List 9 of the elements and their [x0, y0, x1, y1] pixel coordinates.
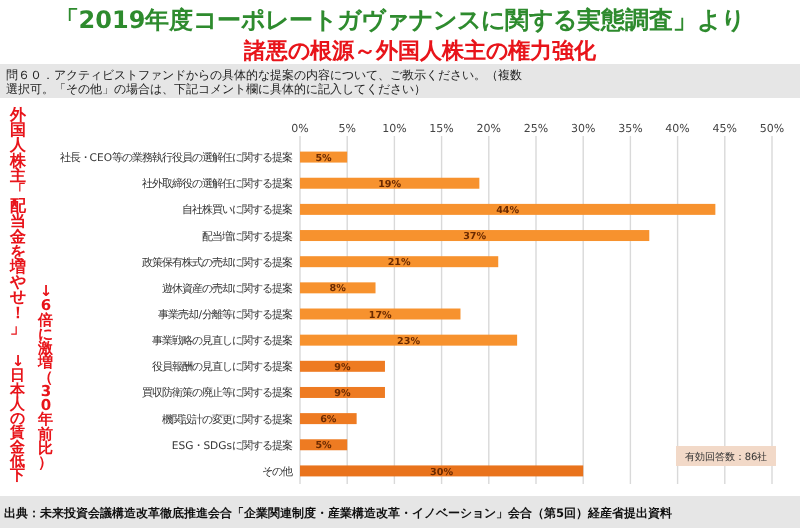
- bar: [300, 177, 480, 189]
- chart-title: 「2019年度コーポレートガヴァナンスに関する実態調査」より: [54, 6, 746, 34]
- bar: [300, 334, 518, 346]
- text: 外国人株主「配当金を増やせ！」: [10, 106, 26, 337]
- bar: [300, 203, 716, 215]
- bar: [300, 230, 650, 242]
- bar: [300, 256, 499, 268]
- bar: [300, 465, 584, 477]
- chart-subtitle: 諸悪の根源～外国人株主の権力強化: [242, 38, 598, 64]
